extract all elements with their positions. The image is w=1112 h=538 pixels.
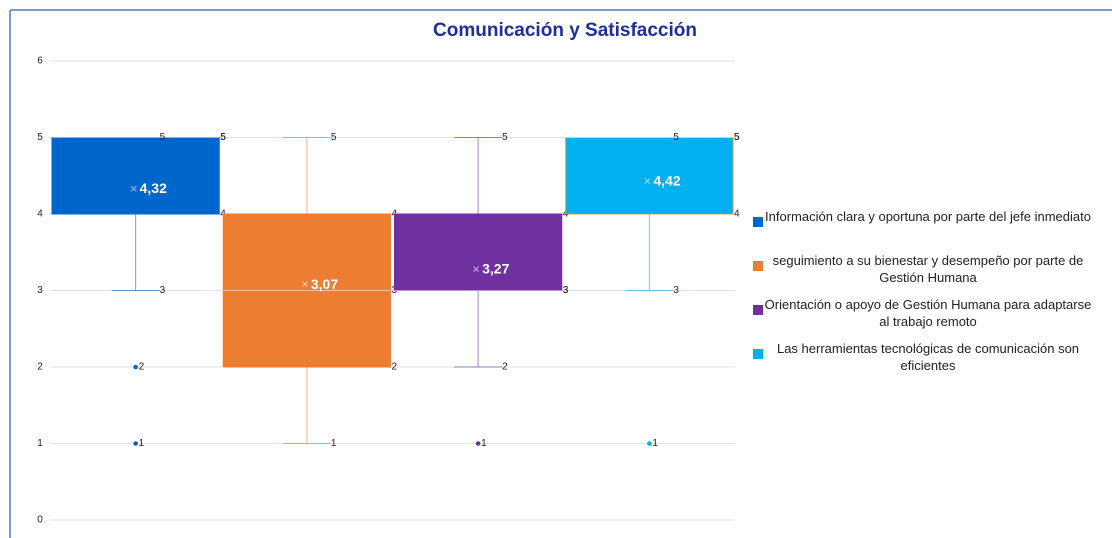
legend-label: seguimiento a su bienestar y desempeño p… xyxy=(772,253,1084,285)
mean-label: 4,32 xyxy=(140,180,167,196)
y-tick-label: 5 xyxy=(37,132,43,143)
legend-label: Información clara y oportuna por parte d… xyxy=(765,209,1091,224)
outlier-label: 1 xyxy=(652,438,658,449)
frame xyxy=(9,9,1112,538)
y-tick-label: 6 xyxy=(37,56,43,67)
legend-swatch xyxy=(753,261,763,271)
legend-swatch xyxy=(753,349,763,359)
quartile-label: 5 xyxy=(220,132,226,143)
y-tick-label: 2 xyxy=(37,362,43,373)
mean-label: 4,42 xyxy=(653,173,680,189)
quartile-label: 5 xyxy=(220,132,226,143)
whisker-label: 5 xyxy=(502,132,508,143)
legend-item: seguimiento a su bienestar y desempeño p… xyxy=(753,252,1093,286)
whisker-label: 1 xyxy=(331,438,337,449)
legend-item: Información clara y oportuna por parte d… xyxy=(753,208,1093,227)
mean-marker: × xyxy=(472,261,480,276)
mean-label: 3,07 xyxy=(311,276,338,292)
outlier xyxy=(133,441,138,446)
mean-marker: × xyxy=(130,181,138,196)
legend-label: Las herramientas tecnológicas de comunic… xyxy=(776,341,1080,373)
quartile-label: 2 xyxy=(392,362,398,373)
whisker-label: 5 xyxy=(160,132,166,143)
mean-marker: × xyxy=(301,277,309,292)
y-tick-label: 3 xyxy=(37,285,43,296)
quartile-label: 4 xyxy=(734,209,740,220)
box xyxy=(394,213,563,291)
mean-marker: × xyxy=(644,173,652,188)
quartile-label: 3 xyxy=(563,285,569,296)
whisker-label: 3 xyxy=(160,285,166,296)
box xyxy=(51,137,220,215)
box xyxy=(565,137,734,215)
outlier-label: 2 xyxy=(139,362,145,373)
legend-swatch xyxy=(753,305,763,315)
outlier xyxy=(647,441,652,446)
legend-swatch xyxy=(753,217,763,227)
y-tick-label: 1 xyxy=(37,438,43,449)
whisker-label: 2 xyxy=(502,362,508,373)
whisker-label: 5 xyxy=(673,132,679,143)
quartile-label: 5 xyxy=(734,132,740,143)
outlier-label: 1 xyxy=(481,438,487,449)
legend-label: Orientación o apoyo de Gestión Humana pa… xyxy=(764,297,1092,329)
y-tick-label: 0 xyxy=(37,515,43,526)
whisker-label: 3 xyxy=(673,285,679,296)
quartile-label: 3 xyxy=(563,285,569,296)
legend-item: Orientación o apoyo de Gestión Humana pa… xyxy=(753,296,1093,330)
legend-item: Las herramientas tecnológicas de comunic… xyxy=(753,340,1093,374)
outlier xyxy=(133,364,138,370)
outlier-label: 1 xyxy=(139,438,145,449)
mean-label: 3,27 xyxy=(482,261,509,277)
chart-title: Comunicación y Satisfacción xyxy=(433,20,697,41)
y-tick-label: 4 xyxy=(37,209,43,220)
whisker-label: 5 xyxy=(331,132,337,143)
quartile-label: 5 xyxy=(734,132,740,143)
outlier xyxy=(475,441,481,446)
